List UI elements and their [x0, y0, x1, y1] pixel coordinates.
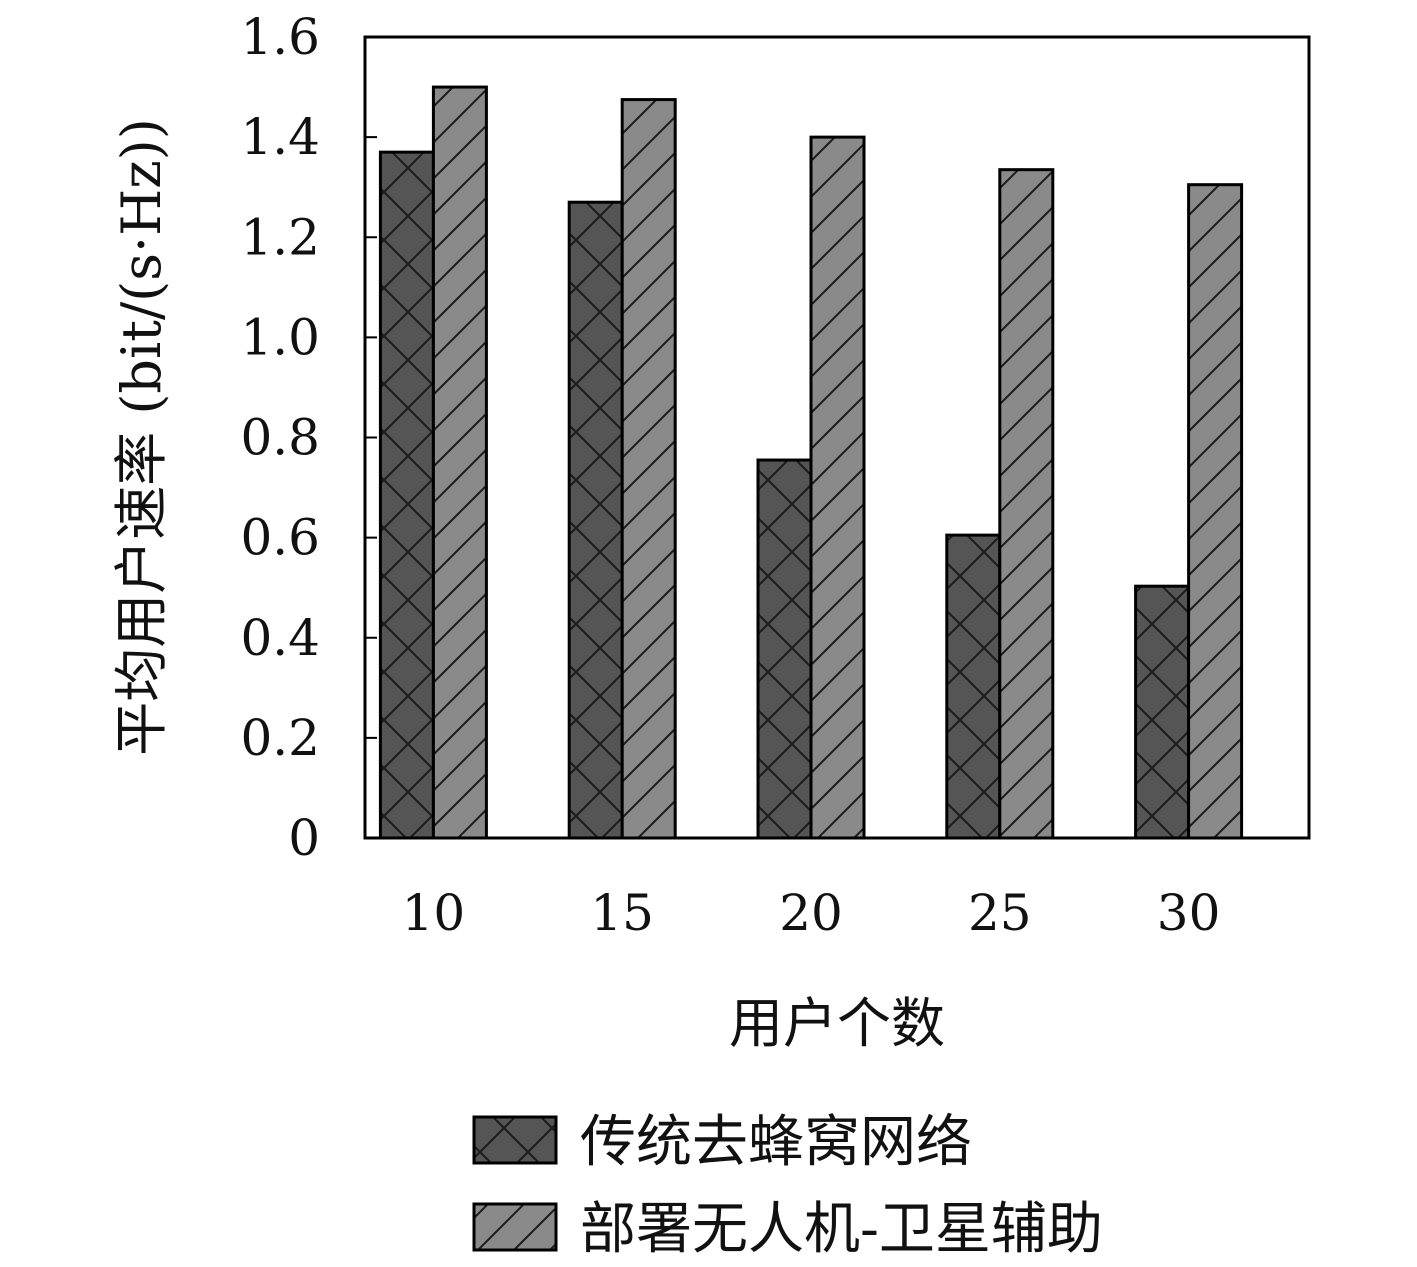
x-axis-label: 用户个数 [729, 992, 945, 1055]
bar-series-1-cat-10 [378, 150, 435, 840]
x-tick-label: 10 [402, 884, 466, 942]
y-tick-label: 1.6 [240, 8, 320, 66]
bar-series-2-cat-15 [620, 98, 677, 840]
y-tick-label: 0.8 [240, 409, 320, 467]
x-tick-label: 30 [1157, 884, 1221, 942]
x-axis-ticks: 10 15 20 25 30 [402, 884, 1221, 942]
bars-group [378, 85, 1244, 840]
legend-label-series-1: 传统去蜂窝网络 [580, 1110, 972, 1175]
legend: 传统去蜂窝网络 部署无人机-卫星辅助 [472, 1110, 1103, 1262]
y-tick-label: 1.2 [240, 208, 320, 266]
legend-label-series-2: 部署无人机-卫星辅助 [580, 1197, 1103, 1262]
x-tick-label: 25 [968, 884, 1032, 942]
y-tick-label: 0 [288, 809, 320, 867]
bar-series-1-cat-20 [756, 458, 813, 840]
bar-series-1-cat-15 [567, 200, 624, 840]
bar-series-2-cat-20 [809, 135, 866, 840]
legend-swatch-series-2 [472, 1202, 558, 1252]
bar-series-1-cat-25 [945, 533, 1002, 840]
bar-series-2-cat-10 [431, 85, 488, 840]
y-axis-label: 平均用户速率 (bit/(s·Hz)) [110, 118, 173, 756]
y-tick-label: 1.0 [240, 308, 320, 366]
x-tick-label: 20 [779, 884, 843, 942]
y-tick-label: 0.6 [240, 509, 320, 567]
bar-series-2-cat-25 [998, 168, 1055, 840]
legend-swatch-series-1 [472, 1115, 558, 1165]
bar-series-1-cat-30 [1134, 584, 1191, 840]
y-axis-ticks: 0 0.2 0.4 0.6 0.8 1.0 1.2 1.4 1.6 [240, 8, 377, 867]
bar-series-2-cat-30 [1187, 183, 1244, 840]
y-tick-label: 0.2 [240, 709, 320, 767]
x-tick-label: 15 [590, 884, 654, 942]
y-tick-label: 0.4 [240, 609, 320, 667]
y-tick-label: 1.4 [240, 108, 320, 166]
